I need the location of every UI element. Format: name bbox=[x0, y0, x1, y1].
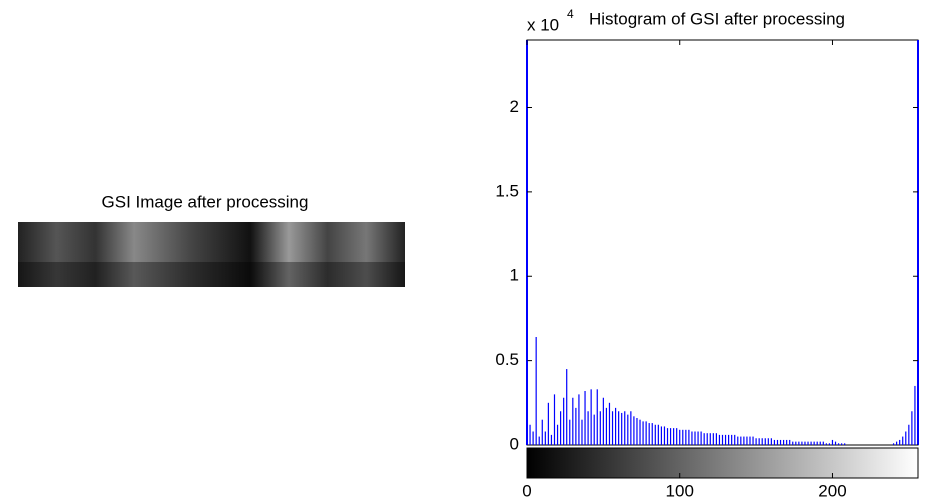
x-tick-label: 0 bbox=[522, 481, 531, 500]
plot-box bbox=[526, 39, 919, 446]
image-panel bbox=[18, 222, 405, 287]
processed-image bbox=[18, 222, 405, 287]
y-multiplier-exp: 4 bbox=[567, 7, 574, 21]
gray-bar bbox=[526, 447, 919, 479]
y-tick-label: 1.5 bbox=[495, 181, 519, 200]
image-title: GSI Image after processing bbox=[102, 192, 309, 211]
y-tick-label: 1 bbox=[510, 266, 519, 285]
y-multiplier: x 10 bbox=[527, 15, 559, 34]
y-tick-label: 0.5 bbox=[495, 350, 519, 369]
y-tick-label: 2 bbox=[510, 97, 519, 116]
x-tick-label: 100 bbox=[666, 481, 694, 500]
image-shade bbox=[18, 262, 405, 287]
x-tick-label: 200 bbox=[818, 481, 846, 500]
y-tick-label: 0 bbox=[510, 434, 519, 453]
hist-title: Histogram of GSI after processing bbox=[589, 9, 845, 28]
